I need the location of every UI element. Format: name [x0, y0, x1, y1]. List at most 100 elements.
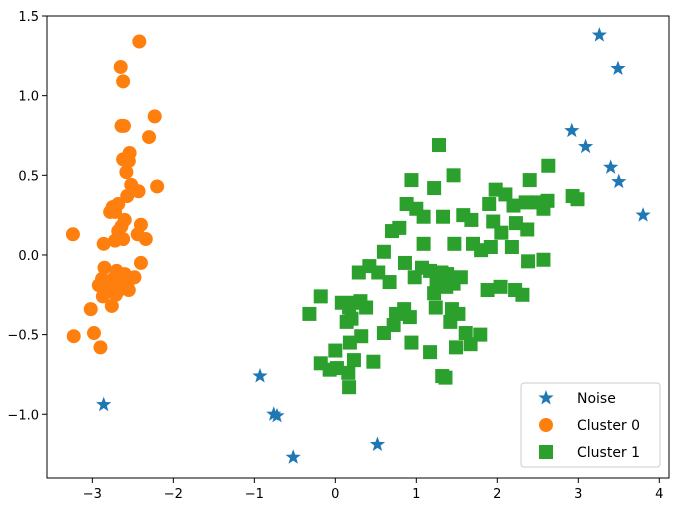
noise-point — [369, 436, 386, 452]
cluster-1-point — [520, 222, 535, 237]
cluster-0-point — [147, 109, 162, 124]
legend-item-cluster-0: Cluster 0 — [539, 418, 640, 434]
cluster-1-point — [458, 326, 473, 341]
y-tick-label: −1.0 — [7, 408, 39, 423]
cluster-1-point — [366, 354, 381, 369]
cluster-0-point — [86, 326, 101, 341]
legend-swatch-cluster-0 — [539, 418, 553, 432]
cluster-0-point — [132, 34, 147, 49]
cluster-0-point — [121, 283, 136, 298]
cluster-1-point — [570, 192, 585, 207]
cluster-1-point — [341, 365, 356, 380]
legend-item-cluster-1: Cluster 1 — [539, 445, 640, 461]
cluster-1-point — [448, 340, 463, 355]
y-tick-label: −0.5 — [7, 329, 39, 344]
cluster-0-point — [116, 74, 131, 89]
x-tick-label: 4 — [655, 487, 663, 502]
cluster-1-point — [339, 314, 354, 329]
cluster-1-point — [376, 326, 391, 341]
legend-item-noise: Noise — [538, 390, 616, 407]
cluster-0-point — [66, 329, 81, 344]
cluster-1-point — [504, 240, 519, 254]
series-noise — [96, 27, 651, 464]
series-cluster-1 — [302, 138, 585, 395]
cluster-1-point — [385, 224, 400, 239]
cluster-0-point — [91, 278, 106, 293]
cluster-0-point — [120, 189, 135, 204]
noise-point — [269, 407, 285, 423]
y-tick-label: 1.0 — [18, 90, 39, 105]
cluster-0-point — [121, 153, 136, 168]
y-axis: −1.0 −0.5 0.0 0.5 1.0 1.5 — [7, 10, 47, 423]
cluster-1-point — [354, 329, 369, 344]
cluster-1-point — [464, 212, 479, 227]
x-tick-label: 1 — [412, 487, 420, 502]
cluster-1-point — [389, 306, 404, 321]
plot-area — [46, 15, 670, 479]
cluster-0-point — [116, 118, 131, 133]
cluster-1-point — [342, 335, 357, 350]
noise-point — [635, 207, 651, 222]
cluster-1-point — [342, 380, 357, 395]
x-axis: −3 −2 −1 0 1 2 3 4 — [83, 478, 663, 502]
x-tick-label: 2 — [493, 487, 501, 502]
cluster-1-point — [359, 300, 374, 315]
x-tick-label: 0 — [331, 487, 339, 502]
noise-point — [577, 138, 594, 154]
cluster-1-point — [494, 225, 509, 240]
noise-point — [252, 368, 268, 383]
legend-swatch-cluster-1 — [539, 445, 553, 459]
cluster-1-point — [493, 279, 508, 294]
x-tick-label: −1 — [245, 487, 264, 502]
cluster-1-point — [541, 158, 556, 173]
cluster-0-point — [104, 298, 119, 313]
legend-label-noise: Noise — [577, 391, 616, 407]
noise-point — [603, 159, 619, 174]
y-tick-label: 0.0 — [18, 249, 39, 264]
cluster-1-point — [407, 270, 422, 285]
cluster-1-point — [416, 236, 431, 251]
cluster-1-point — [382, 275, 397, 290]
cluster-1-point — [328, 343, 343, 358]
cluster-1-point — [423, 345, 438, 360]
cluster-1-point — [443, 314, 458, 329]
cluster-1-point — [518, 195, 533, 210]
cluster-1-point — [536, 252, 551, 267]
cluster-1-point — [483, 240, 498, 254]
cluster-1-point — [427, 181, 442, 196]
cluster-1-point — [446, 168, 461, 183]
cluster-0-point — [108, 204, 123, 219]
cluster-0-point — [131, 184, 146, 199]
y-tick-label: 0.5 — [18, 169, 39, 184]
noise-point — [285, 449, 301, 464]
cluster-1-point — [522, 173, 537, 188]
cluster-1-point — [427, 286, 442, 301]
x-tick-label: 3 — [574, 487, 582, 502]
cluster-1-point — [506, 198, 521, 213]
cluster-1-point — [508, 216, 523, 231]
cluster-1-point — [416, 209, 431, 224]
noise-point — [564, 122, 580, 138]
cluster-0-point — [65, 227, 80, 242]
cluster-1-point — [397, 255, 412, 270]
cluster-0-point — [142, 130, 157, 145]
noise-point — [96, 396, 112, 412]
cluster-1-point — [515, 287, 530, 302]
cluster-1-point — [463, 337, 478, 352]
cluster-1-point — [428, 300, 443, 315]
cluster-1-point — [402, 310, 417, 325]
cluster-0-point — [108, 233, 123, 248]
cluster-1-point — [498, 187, 513, 202]
cluster-0-point — [93, 340, 108, 355]
legend: Noise Cluster 0 Cluster 1 — [520, 382, 661, 468]
legend-label-cluster-0: Cluster 0 — [577, 418, 640, 434]
cluster-1-point — [351, 265, 366, 280]
cluster-1-point — [371, 265, 386, 280]
cluster-1-point — [302, 306, 317, 321]
legend-swatch-noise — [538, 390, 554, 405]
noise-point — [591, 27, 607, 42]
x-tick-label: −3 — [83, 487, 102, 502]
cluster-1-point — [447, 236, 462, 251]
